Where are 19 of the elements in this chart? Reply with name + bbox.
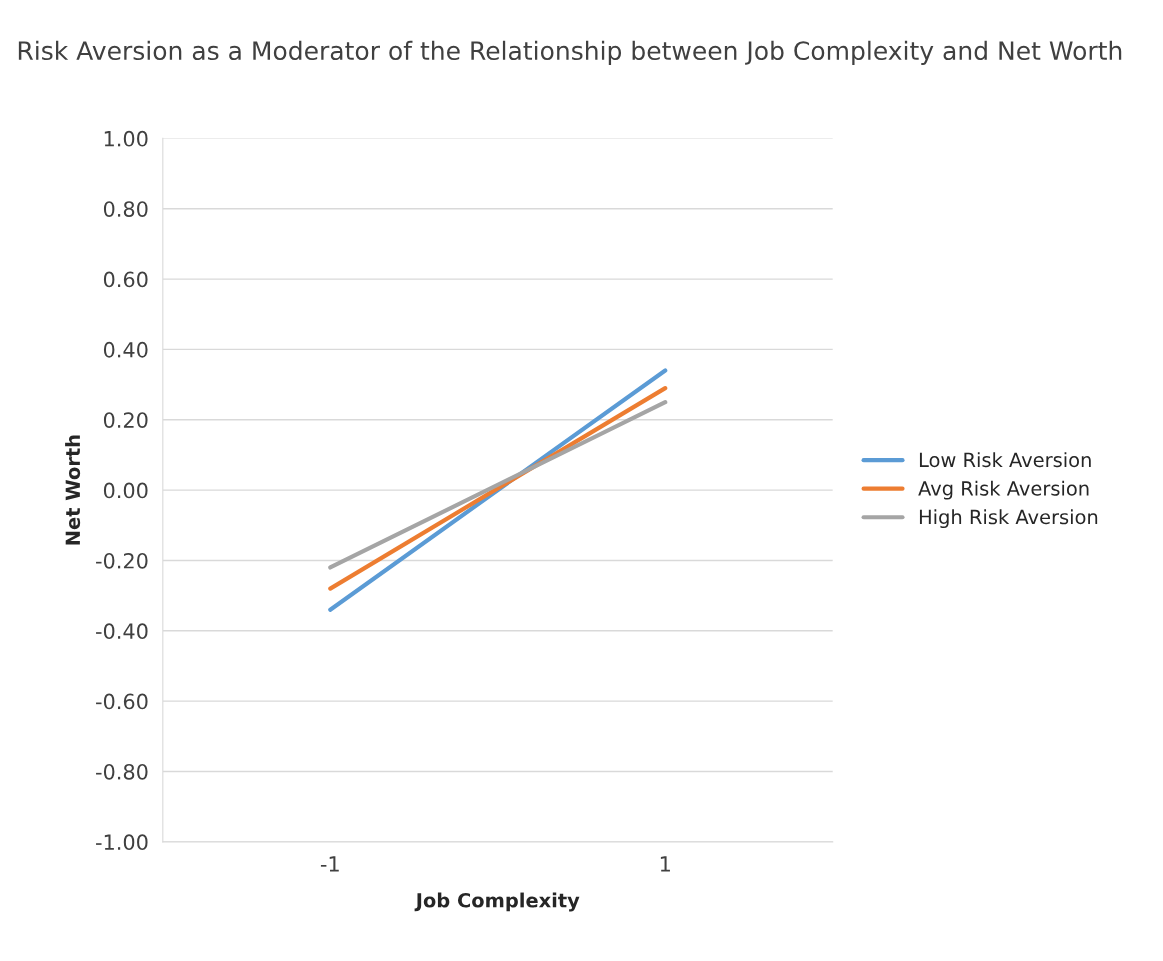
y-tick-label: 1.00 bbox=[104, 130, 148, 147]
legend-label: Low Risk Aversion bbox=[919, 452, 1091, 468]
y-axis-title: Net Worth bbox=[65, 435, 81, 545]
legend-label: Avg Risk Aversion bbox=[918, 480, 1089, 500]
y-tick-label: -0.40 bbox=[96, 623, 148, 640]
y-tick-label: 0.60 bbox=[103, 271, 148, 288]
y-tick-label: 0.00 bbox=[103, 482, 148, 499]
x-tick-label: 1 bbox=[660, 856, 670, 872]
y-tick-label: 0.80 bbox=[103, 201, 148, 217]
y-tick-label: -1.00 bbox=[96, 834, 148, 851]
y-tick-label: -0.20 bbox=[96, 552, 148, 569]
y-tick-label: 0.20 bbox=[103, 412, 148, 428]
y-tick-label: 0.40 bbox=[103, 341, 148, 358]
x-tick-label: -1 bbox=[320, 856, 339, 872]
y-tick-label: -0.80 bbox=[96, 763, 148, 780]
y-tick-label: -0.60 bbox=[96, 693, 148, 710]
legend-label: High Risk Aversion bbox=[919, 509, 1098, 529]
x-axis-title: Job Complexity bbox=[414, 892, 580, 912]
chart-title: Risk Aversion as a Moderator of the Relationship between Job Complexity and Net Worth bbox=[18, 40, 1122, 65]
